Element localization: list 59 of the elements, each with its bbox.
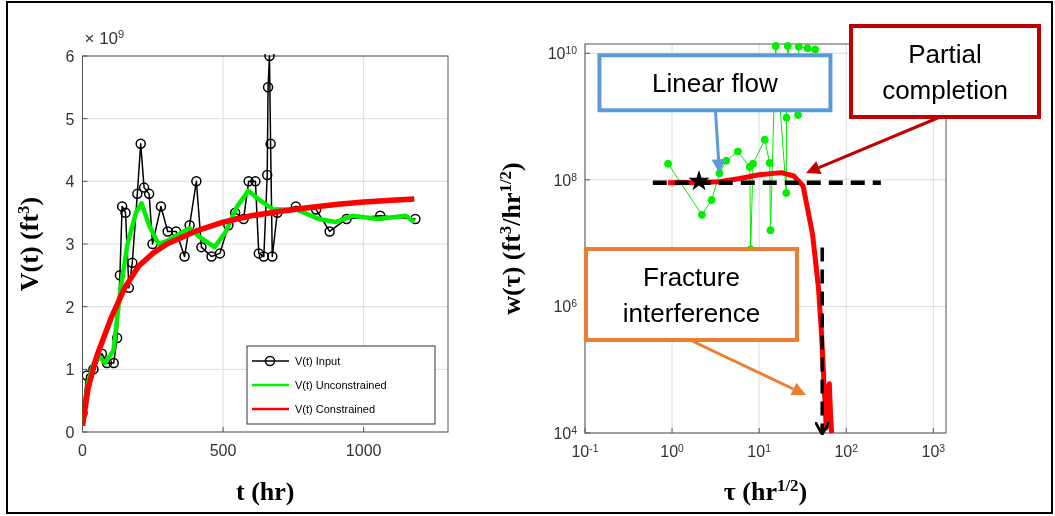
point: [132, 188, 143, 200]
point: [324, 226, 335, 237]
x-tick-label: 10$^{-1}$: [571, 442, 599, 460]
x-tick-label: 10$^{2}$: [834, 442, 859, 460]
point: [147, 238, 158, 250]
x-tick-label: 500: [209, 442, 237, 459]
y-tick-label: 10$^{10}$: [547, 44, 578, 63]
point: [410, 213, 421, 225]
point: [196, 241, 207, 253]
y-tick-label: 0: [65, 424, 75, 441]
legend-label: V(t) Constrained: [295, 403, 376, 415]
point: [127, 257, 138, 269]
point: [155, 201, 167, 212]
point: [262, 82, 274, 93]
point: [258, 251, 270, 262]
point: [253, 248, 265, 259]
x-tick-label: 10$^{1}$: [747, 442, 772, 460]
legend-label: V(t) Unconstrained: [295, 379, 387, 391]
point: [111, 332, 123, 344]
point: [135, 138, 146, 149]
x-tick-label: 10$^{0}$: [660, 442, 685, 460]
point: [120, 207, 131, 218]
point: [341, 213, 352, 225]
y-tick-label: 6: [65, 48, 75, 65]
point: [108, 357, 119, 369]
point: [243, 176, 254, 187]
point: [264, 54, 275, 62]
point: [267, 251, 278, 262]
y-tick-label: 2: [65, 298, 75, 316]
point: [214, 248, 226, 259]
y-tick-label: 10$^{6}$: [553, 297, 578, 316]
annotation: Fracture interference: [622, 261, 761, 328]
point: [143, 188, 155, 200]
y-tick-label: 5: [65, 110, 75, 128]
x-axis-title: t (hr): [236, 477, 295, 506]
x-tick-label: 1000: [345, 442, 382, 459]
point: [229, 207, 241, 218]
legend-label: V(t) Input: [295, 355, 341, 367]
point: [265, 138, 276, 149]
y-tick-label: 1: [65, 361, 75, 379]
y-tick-label: 10$^{4}$: [553, 424, 578, 442]
point: [250, 176, 261, 187]
annotation: Partial completion: [882, 38, 1008, 105]
x-tick-label: 10$^{3}$: [921, 442, 946, 460]
point: [162, 226, 173, 237]
point: [206, 251, 217, 262]
y-tick-label: 4: [65, 173, 75, 191]
point: [191, 176, 202, 187]
point: [138, 182, 150, 193]
x-axis-title: τ (hr$^{1/2}$): [723, 475, 808, 506]
point: [179, 251, 190, 262]
point: [116, 201, 128, 212]
point: [261, 169, 273, 181]
y-tick-label: 3: [65, 236, 75, 253]
point: [101, 357, 113, 369]
y-tick-label: 10$^{8}$: [553, 171, 578, 189]
x-tick-label: 0: [78, 442, 88, 459]
text: × 10$^{9}$: [84, 28, 125, 48]
annotation: Linear flow: [652, 67, 779, 98]
